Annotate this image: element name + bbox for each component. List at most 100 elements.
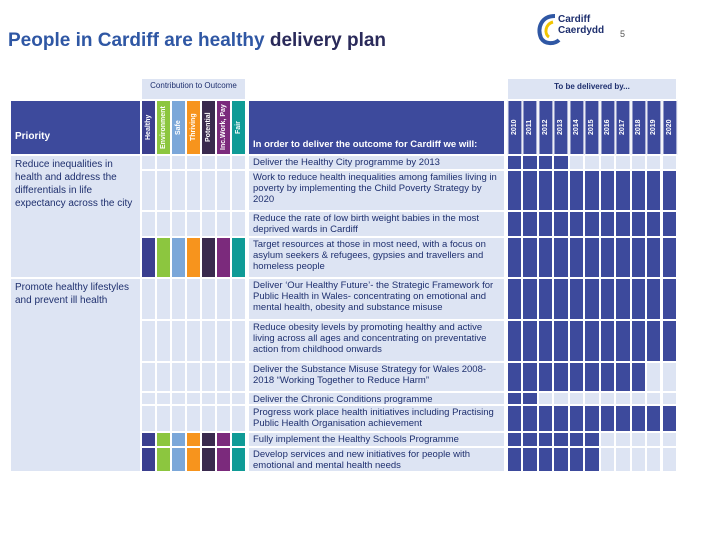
delivery-fill	[553, 278, 569, 320]
contribution-empty	[186, 170, 201, 211]
delivery-header: To be delivered by...	[507, 78, 677, 100]
year-label: 2015	[584, 100, 600, 155]
delivery-fill	[522, 211, 538, 237]
delivery-fill	[584, 211, 600, 237]
delivery-fill	[537, 432, 554, 447]
contribution-empty	[231, 405, 246, 432]
delivery-empty	[661, 392, 677, 405]
contribution-empty	[141, 405, 156, 432]
delivery-empty	[568, 155, 585, 170]
delivery-fill	[584, 405, 600, 432]
contribution-empty	[156, 362, 171, 392]
contribution-fill	[171, 432, 186, 447]
contribution-empty	[201, 405, 216, 432]
contribution-label: Safe	[171, 100, 186, 155]
delivery-fill	[507, 447, 523, 472]
contribution-fill	[141, 447, 156, 472]
delivery-fill	[522, 392, 538, 405]
contribution-fill	[186, 237, 201, 278]
contribution-empty	[171, 278, 186, 320]
delivery-fill	[522, 237, 538, 278]
contribution-header: Contribution to Outcome	[141, 78, 246, 100]
contribution-empty	[186, 392, 201, 405]
priority-header: Priority	[10, 100, 141, 155]
delivery-fill	[507, 405, 523, 432]
contribution-empty	[231, 362, 246, 392]
delivery-fill	[537, 320, 554, 362]
delivery-fill	[537, 405, 554, 432]
contribution-empty	[156, 155, 171, 170]
delivery-empty	[630, 155, 647, 170]
delivery-fill	[522, 362, 538, 392]
delivery-fill	[553, 237, 569, 278]
delivery-fill	[584, 447, 600, 472]
action-cell: Progress work place health initiatives i…	[248, 405, 505, 432]
delivery-fill	[568, 278, 585, 320]
contribution-empty	[171, 155, 186, 170]
delivery-fill	[537, 237, 554, 278]
contribution-empty	[216, 155, 231, 170]
delivery-fill	[661, 237, 677, 278]
year-label: 2012	[537, 100, 554, 155]
delivery-fill	[568, 362, 585, 392]
delivery-fill	[661, 405, 677, 432]
contribution-empty	[186, 155, 201, 170]
contribution-empty	[216, 211, 231, 237]
delivery-fill	[599, 170, 616, 211]
contribution-empty	[141, 155, 156, 170]
delivery-fill	[646, 170, 662, 211]
delivery-fill	[630, 278, 647, 320]
delivery-fill	[522, 155, 538, 170]
action-cell: Reduce the rate of low birth weight babi…	[248, 211, 505, 237]
year-label: 2010	[507, 100, 523, 155]
contribution-label: Environment	[156, 100, 171, 155]
delivery-empty	[646, 362, 662, 392]
delivery-fill	[553, 362, 569, 392]
contribution-empty	[141, 211, 156, 237]
contribution-empty	[171, 170, 186, 211]
delivery-fill	[584, 320, 600, 362]
action-cell: Work to reduce health inequalities among…	[248, 170, 505, 211]
contribution-fill	[216, 447, 231, 472]
delivery-fill	[615, 278, 631, 320]
action-cell: Reduce obesity levels by promoting healt…	[248, 320, 505, 362]
contribution-empty	[201, 278, 216, 320]
delivery-fill	[599, 320, 616, 362]
contribution-empty	[201, 170, 216, 211]
delivery-fill	[553, 405, 569, 432]
delivery-empty	[553, 392, 569, 405]
delivery-fill	[522, 170, 538, 211]
logo-line: Caerdydd	[558, 25, 605, 36]
contribution-empty	[156, 170, 171, 211]
contribution-empty	[156, 211, 171, 237]
contribution-empty	[141, 392, 156, 405]
delivery-fill	[507, 237, 523, 278]
delivery-fill	[599, 237, 616, 278]
contribution-empty	[201, 320, 216, 362]
delivery-fill	[646, 320, 662, 362]
action-cell: Deliver ‘Our Healthy Future’- the Strate…	[248, 278, 505, 320]
contribution-empty	[201, 392, 216, 405]
year-label: 2019	[646, 100, 662, 155]
contribution-empty	[171, 320, 186, 362]
delivery-empty	[615, 432, 631, 447]
delivery-fill	[553, 432, 569, 447]
contribution-empty	[186, 278, 201, 320]
delivery-fill	[507, 320, 523, 362]
contribution-empty	[186, 211, 201, 237]
delivery-fill	[522, 432, 538, 447]
delivery-fill	[584, 237, 600, 278]
contribution-fill	[201, 237, 216, 278]
delivery-fill	[646, 405, 662, 432]
delivery-fill	[661, 320, 677, 362]
delivery-fill	[507, 170, 523, 211]
page-number: 5	[620, 29, 626, 39]
delivery-empty	[646, 447, 662, 472]
title: People in Cardiff are healthy delivery p…	[8, 30, 386, 52]
title-highlight: People in Cardiff are healthy	[8, 30, 265, 51]
delivery-fill	[537, 170, 554, 211]
delivery-fill	[537, 211, 554, 237]
delivery-fill	[630, 170, 647, 211]
contribution-fill	[171, 237, 186, 278]
